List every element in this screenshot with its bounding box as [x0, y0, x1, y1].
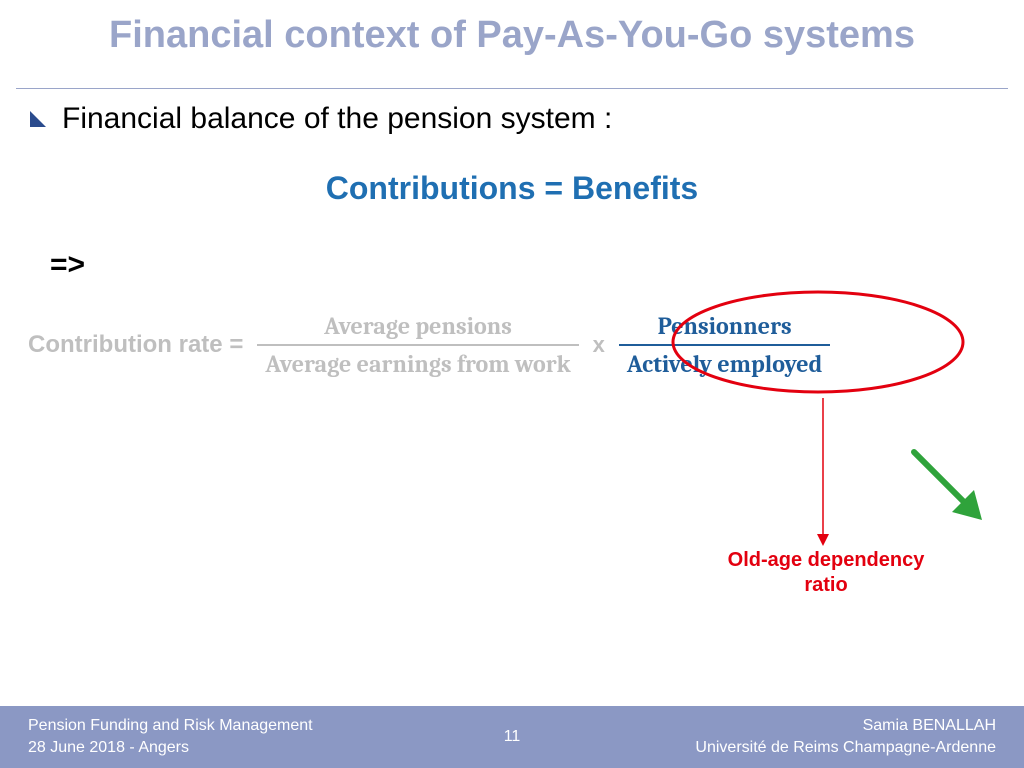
formula-lhs: Contribution rate =	[28, 331, 243, 359]
implies-symbol: =>	[50, 248, 85, 282]
formula-row: Contribution rate = Average pensions Ave…	[28, 312, 830, 378]
slide-title: Financial context of Pay-As-You-Go syste…	[0, 14, 1024, 57]
fraction-ratio-earnings: Average pensions Average earnings from w…	[257, 312, 578, 378]
footer-course: Pension Funding and Risk Management	[28, 715, 313, 737]
slide: Financial context of Pay-As-You-Go syste…	[0, 0, 1024, 768]
dependency-ratio-label: Old-age dependency ratio	[716, 548, 936, 598]
multiply-symbol: x	[593, 332, 605, 358]
footer-author: Samia BENALLAH	[695, 715, 996, 737]
fraction1-denominator: Average earnings from work	[257, 344, 578, 378]
bullet-text: Financial balance of the pension system …	[62, 102, 612, 136]
red-arrow-icon	[808, 396, 838, 546]
footer-affiliation: Université de Reims Champagne-Ardenne	[695, 737, 996, 759]
fraction1-numerator: Average pensions	[316, 312, 520, 344]
bullet-row: Financial balance of the pension system …	[28, 102, 612, 136]
fraction2-numerator: Pensionners	[650, 312, 800, 344]
footer-left: Pension Funding and Risk Management 28 J…	[28, 715, 313, 758]
divider	[16, 88, 1008, 89]
triangle-bullet-icon	[28, 109, 48, 129]
fraction2-denominator: Actively employed	[619, 344, 830, 378]
fraction-dependency: Pensionners Actively employed	[619, 312, 830, 378]
footer-right: Samia BENALLAH Université de Reims Champ…	[695, 715, 996, 758]
balance-equation: Contributions = Benefits	[0, 170, 1024, 207]
footer-date: 28 June 2018 - Angers	[28, 737, 313, 759]
green-arrow-icon	[902, 440, 992, 530]
footer-bar: Pension Funding and Risk Management 28 J…	[0, 706, 1024, 768]
